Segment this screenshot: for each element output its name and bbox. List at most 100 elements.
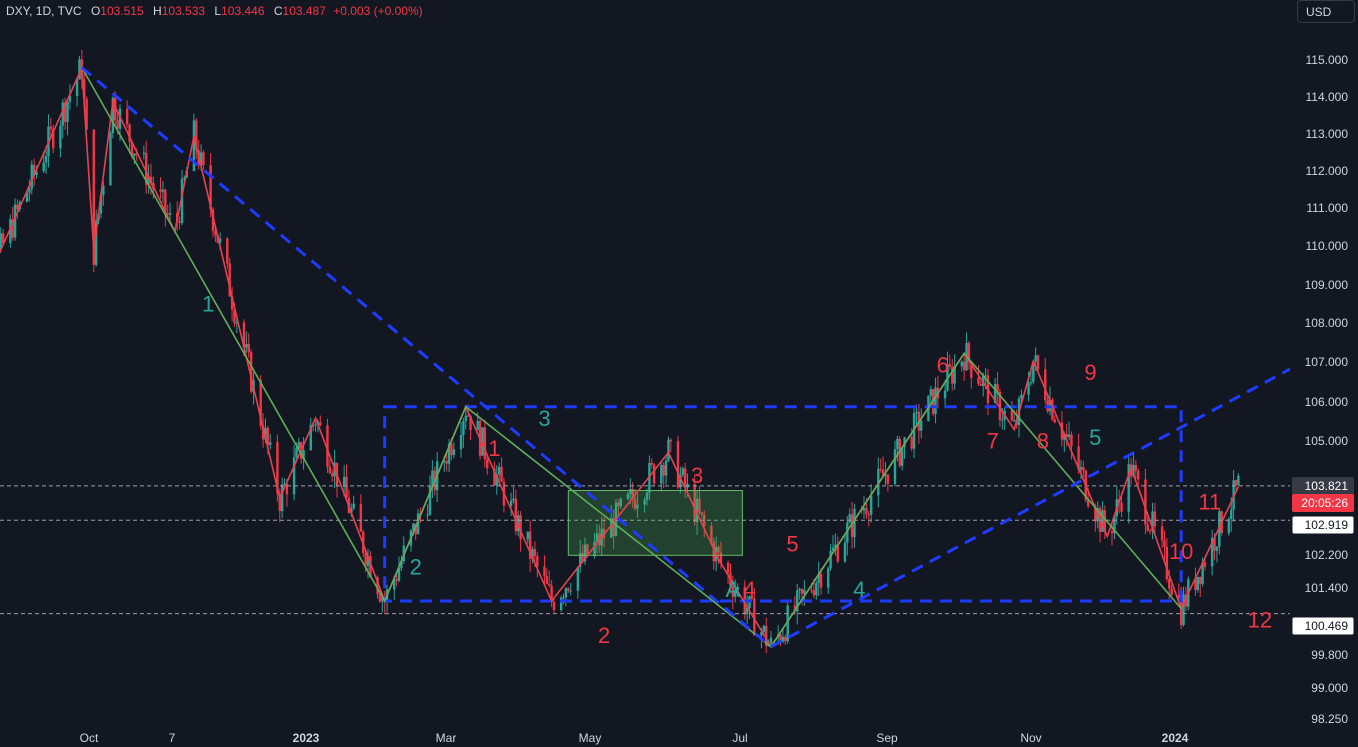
price-tag-box <box>1291 515 1355 535</box>
candle-body <box>166 213 169 215</box>
candle-body <box>626 493 630 499</box>
candle-body <box>102 185 105 196</box>
candle-body <box>1177 595 1180 599</box>
candle-body <box>810 589 813 591</box>
price-reference-lines <box>0 485 1290 615</box>
candle-body <box>431 470 434 486</box>
candle-body <box>943 390 947 399</box>
candle-body <box>667 439 670 461</box>
candle-body <box>786 605 789 642</box>
candle-body <box>846 522 849 543</box>
y-axis-tick: 102.200 <box>1305 548 1349 562</box>
candle-body <box>1067 434 1071 438</box>
wave-label-red-2: 2 <box>598 623 610 648</box>
candle-body <box>1163 540 1166 547</box>
wave-label-red-11: 11 <box>1198 490 1221 515</box>
candle-body <box>896 438 899 450</box>
candle-body <box>726 562 730 573</box>
candle-body <box>1077 446 1080 470</box>
candle-body <box>276 442 279 494</box>
candle-body <box>13 204 17 238</box>
candle-body <box>94 220 98 265</box>
candle-body <box>829 550 832 569</box>
candle-body <box>259 379 262 426</box>
candle-body <box>0 233 2 250</box>
candle-body <box>202 152 205 166</box>
candle-body <box>145 152 148 185</box>
candle-body <box>731 586 735 597</box>
candle-body <box>1179 598 1183 625</box>
candle-body <box>953 366 956 384</box>
candle-body <box>319 422 322 426</box>
candle-body <box>877 468 880 496</box>
candle-body <box>1132 464 1135 477</box>
x-axis-tick: 7 <box>169 731 176 745</box>
candle-body <box>211 209 215 231</box>
candle-body <box>168 212 172 215</box>
x-axis-tick: Jul <box>732 731 747 745</box>
candle-body <box>528 531 532 559</box>
close-label: C <box>273 4 283 18</box>
currency-button[interactable]: USD <box>1297 0 1355 23</box>
symbol-title[interactable]: DXY, 1D, TVC <box>6 4 82 18</box>
price-tag-light: 100.469 <box>1305 619 1349 633</box>
x-axis-tick: Mar <box>436 731 457 745</box>
candle-body <box>218 238 222 243</box>
high-value: 103.533 <box>161 4 206 18</box>
y-axis-tick: 109.000 <box>1305 278 1349 292</box>
candle-body <box>309 424 312 451</box>
candle-body <box>359 503 363 532</box>
candle-body <box>996 384 999 392</box>
candle-body <box>1063 433 1066 440</box>
price-tag-countdown: 20:05:26 <box>1301 496 1348 510</box>
candle-body <box>476 421 479 431</box>
candle-body <box>526 531 529 540</box>
candle-body <box>226 238 229 264</box>
candle-body <box>681 468 684 476</box>
candle-body <box>583 544 587 562</box>
candle-body <box>827 568 830 588</box>
y-axis-tick: 99.000 <box>1311 681 1348 695</box>
candle-body <box>645 492 649 500</box>
candle-body <box>1113 516 1116 534</box>
candle-body <box>109 132 112 186</box>
candle-body <box>660 465 663 484</box>
x-axis[interactable]: Oct 7 2023 Mar May Jul Sep Nov 2024 <box>80 731 1189 745</box>
symbol-legend[interactable]: DXY, 1D, TVC O103.515 H103.533 L103.446 … <box>6 4 423 18</box>
candle-body <box>199 152 203 166</box>
candle-body <box>669 439 673 442</box>
candle-body <box>998 391 1002 421</box>
candle-body <box>228 263 231 297</box>
candle-body <box>1227 519 1231 534</box>
candle-body <box>652 464 656 484</box>
wave-label-green-1: 1 <box>202 291 214 316</box>
candle-body <box>552 602 556 611</box>
candle-body <box>631 489 634 499</box>
candle-body <box>44 155 48 163</box>
candle-body <box>147 176 150 185</box>
candle-body <box>75 79 79 96</box>
candle-body <box>459 435 463 450</box>
candle-body <box>569 590 572 592</box>
candle-body <box>967 343 971 362</box>
candle-body <box>464 415 467 422</box>
candle-body <box>1127 464 1130 512</box>
candle-body <box>1013 420 1016 422</box>
candle-body <box>700 512 704 515</box>
candle-body <box>78 59 81 80</box>
candle-body <box>1144 479 1147 525</box>
candle-body <box>977 377 980 384</box>
high-label: H <box>153 4 162 18</box>
candle-body <box>466 415 470 417</box>
candle-body <box>1034 355 1037 362</box>
candle-body <box>381 597 384 602</box>
x-axis-tick: Sep <box>876 731 898 745</box>
candle-body <box>643 499 646 505</box>
candle-body <box>1196 576 1200 591</box>
candle-body <box>576 567 580 591</box>
candle-body <box>49 126 53 129</box>
candle-body <box>130 141 134 157</box>
candle-body <box>1215 546 1219 551</box>
candle-body <box>42 162 45 172</box>
